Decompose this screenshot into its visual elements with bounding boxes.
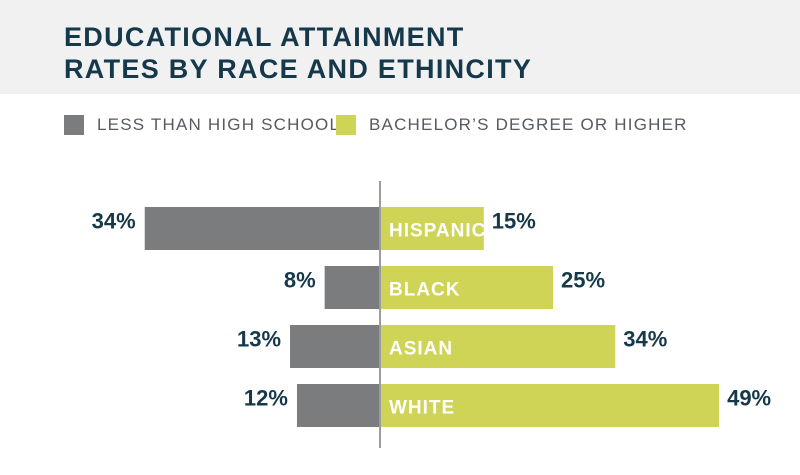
bar-less-than-high-school-black	[324, 266, 380, 309]
category-label-white: WHITE	[389, 398, 455, 419]
legend-item-less-than-high-school: LESS THAN HIGH SCHOOL	[64, 114, 340, 136]
value-label-bachelors-white: 49%	[727, 386, 771, 411]
category-label-black: BLACK	[389, 280, 461, 301]
legend-label-less-than-high-school: LESS THAN HIGH SCHOOL	[97, 115, 341, 134]
chart-title-line-1: EDUCATIONAL ATTAINMENT	[64, 22, 465, 52]
bar-less-than-high-school-white	[296, 384, 380, 427]
bar-bachelors-hispanic	[380, 207, 484, 250]
title-band: EDUCATIONAL ATTAINMENT RATES BY RACE AND…	[0, 0, 800, 94]
bar-bachelors-white	[380, 384, 720, 427]
legend-label-bachelors-degree: BACHELOR’S DEGREE OR HIGHER	[369, 115, 688, 134]
bar-less-than-high-school-asian	[290, 325, 380, 368]
bar-bachelors-asian	[380, 325, 616, 368]
value-label-less-than-high-school-white: 12%	[244, 386, 288, 411]
value-label-less-than-high-school-black: 8%	[284, 268, 316, 293]
value-label-bachelors-asian: 34%	[623, 327, 667, 352]
legend-item-bachelors-degree: BACHELOR’S DEGREE OR HIGHER	[336, 114, 688, 136]
value-label-bachelors-black: 25%	[561, 268, 605, 293]
category-label-hispanic: HISPANIC	[389, 221, 486, 242]
category-label-asian: ASIAN	[389, 339, 453, 360]
value-label-less-than-high-school-asian: 13%	[237, 327, 281, 352]
chart-title-line-2: RATES BY RACE AND ETHINCITY	[64, 54, 533, 84]
legend-swatch-gray	[64, 115, 84, 135]
bar-less-than-high-school-hispanic	[144, 207, 380, 250]
value-label-less-than-high-school-hispanic: 34%	[92, 209, 136, 234]
legend-swatch-yellow	[336, 115, 356, 135]
value-label-bachelors-hispanic: 15%	[492, 209, 536, 234]
bar-bachelors-black	[380, 266, 553, 309]
